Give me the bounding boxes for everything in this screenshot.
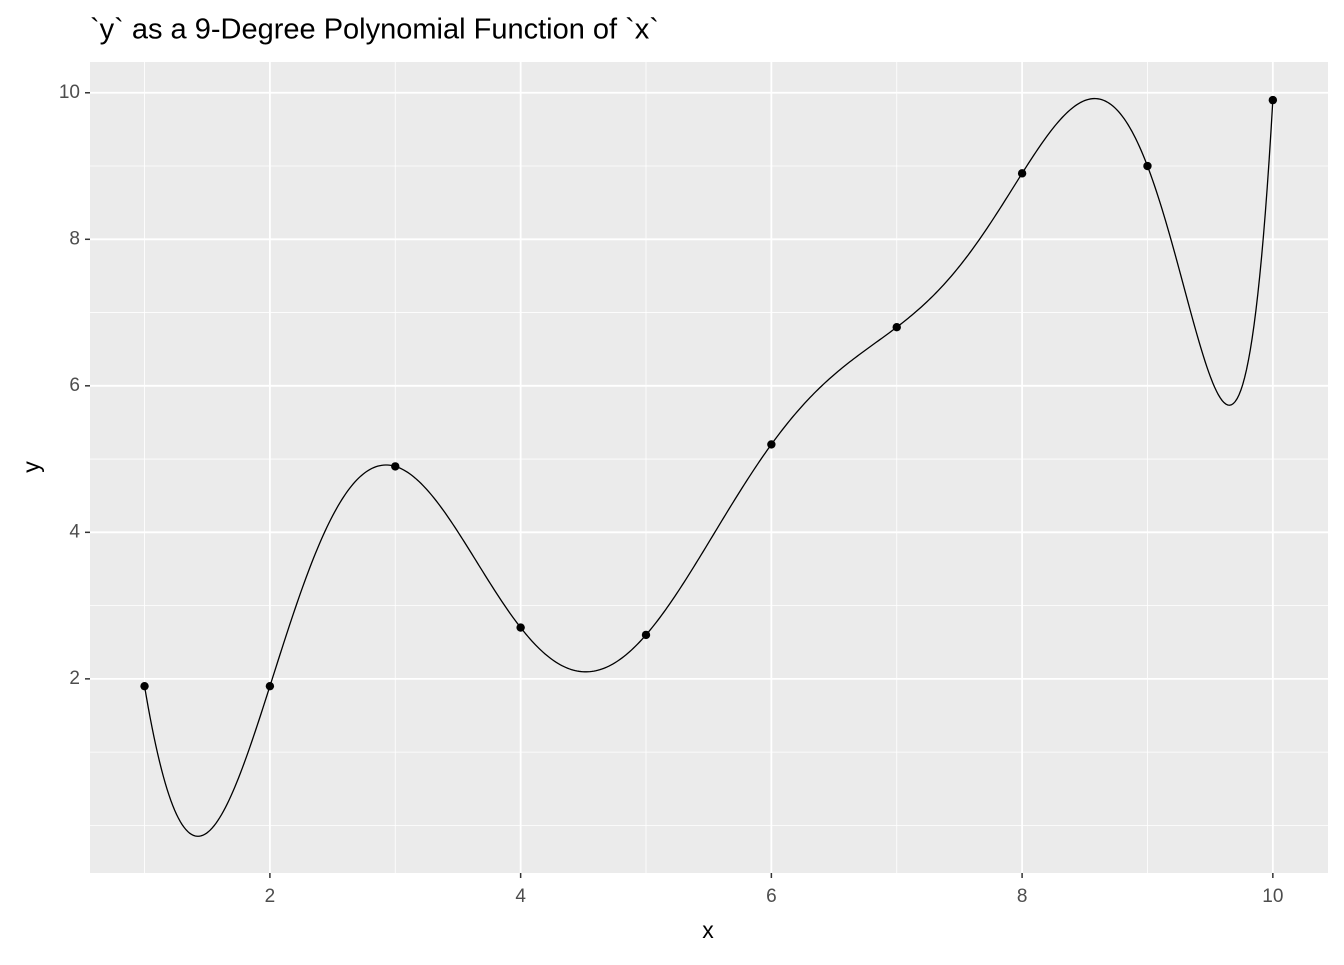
y-tick-label: 6 [69,375,80,396]
y-axis-label: y [18,461,44,473]
point [265,681,275,691]
point [1017,169,1027,178]
point [140,681,149,691]
y-tick-label: 2 [69,668,80,689]
y-tick-label: 4 [69,521,80,542]
point [1143,161,1152,171]
plot-panel [90,62,1328,873]
point [516,623,525,632]
chart-title: `y` as a 9-Degree Polynomial Function of… [90,14,659,46]
x-tick-label: 2 [265,886,276,907]
x-tick-label: 8 [1017,886,1028,907]
point [391,462,400,471]
point [1268,95,1278,105]
x-tick-label: 4 [515,886,526,907]
fit-curve [143,97,1274,837]
point [641,630,651,640]
point [767,440,776,449]
point [892,323,901,332]
x-tick-label: 6 [766,886,777,907]
y-tick-label: 8 [69,228,80,249]
x-tick-label: 10 [1262,886,1283,907]
y-tick-label: 10 [59,82,80,103]
x-axis-label: x [702,917,714,943]
